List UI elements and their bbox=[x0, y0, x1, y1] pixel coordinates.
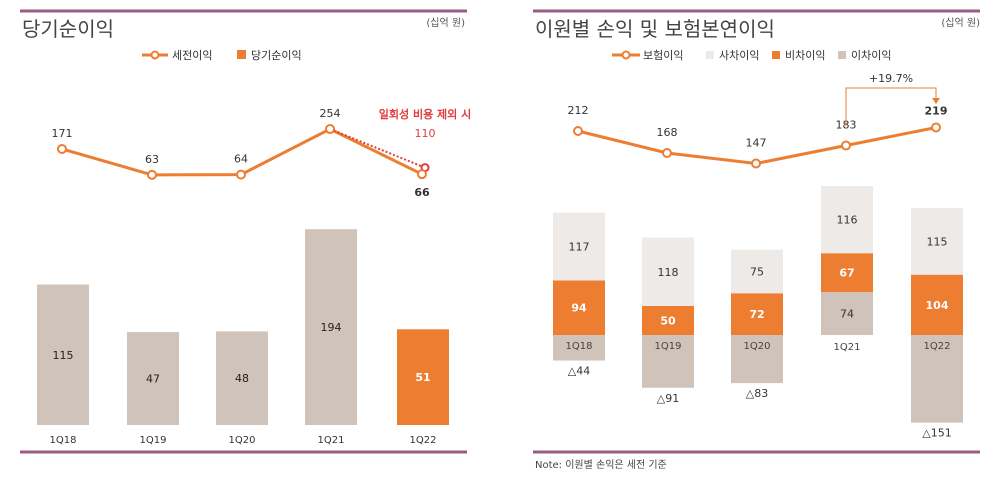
x-tick-label: 1Q21 bbox=[834, 342, 861, 353]
legend-square-icon bbox=[772, 51, 780, 59]
bar-mortality bbox=[553, 212, 605, 281]
bar bbox=[397, 329, 449, 425]
annotation-dotted-line bbox=[329, 128, 426, 169]
bar-label: 104 bbox=[926, 299, 949, 312]
legend-label: 비차이익 bbox=[785, 49, 825, 62]
x-tick-label: 1Q18 bbox=[50, 435, 77, 446]
chart-title: 이원별 손익 및 보험본연이익 bbox=[535, 17, 775, 41]
bar bbox=[216, 331, 268, 425]
bar-label: 72 bbox=[749, 308, 764, 321]
x-tick-label: 1Q21 bbox=[318, 435, 345, 446]
bar-interest bbox=[553, 335, 605, 361]
bar-label: 115 bbox=[53, 349, 74, 362]
bar-label: 117 bbox=[569, 241, 590, 254]
bar-label: △83 bbox=[746, 387, 768, 400]
line-point bbox=[931, 122, 941, 133]
legend-label: 이차이익 bbox=[851, 49, 891, 62]
bar-label: 51 bbox=[415, 371, 430, 384]
bar-mortality bbox=[731, 249, 783, 294]
bar-expense bbox=[731, 293, 783, 335]
unit-label: (십억 원) bbox=[941, 17, 980, 29]
bar-expense bbox=[642, 306, 694, 335]
bar-label: △91 bbox=[657, 392, 679, 405]
bar-label: 74 bbox=[840, 308, 854, 321]
x-tick-label: 1Q20 bbox=[744, 341, 771, 352]
annotation-value: 110 bbox=[415, 127, 436, 140]
line-label: 254 bbox=[320, 107, 341, 120]
bar-label: 194 bbox=[321, 321, 342, 334]
legend-square-icon bbox=[838, 51, 846, 59]
line-label: 171 bbox=[52, 127, 73, 140]
line-point bbox=[751, 158, 761, 169]
legend-label: 세전이익 bbox=[172, 49, 212, 62]
bar-label: 94 bbox=[571, 302, 587, 315]
bar-mortality bbox=[642, 237, 694, 306]
bar-label: 115 bbox=[927, 235, 948, 248]
line-point bbox=[662, 148, 672, 158]
line-label: 168 bbox=[657, 126, 678, 139]
line-point bbox=[841, 140, 851, 151]
line-point bbox=[573, 126, 583, 136]
bar-label: 48 bbox=[235, 372, 249, 385]
line-point bbox=[147, 169, 157, 180]
legend-label: 보험이익 bbox=[643, 49, 683, 62]
legend-square-icon bbox=[706, 51, 714, 59]
bar-interest bbox=[731, 335, 783, 384]
bar-expense bbox=[821, 253, 873, 293]
line-label: 66 bbox=[414, 186, 430, 199]
x-tick-label: 1Q22 bbox=[410, 435, 437, 446]
unit-label: (십억 원) bbox=[426, 17, 465, 29]
line-point bbox=[236, 169, 246, 180]
bar bbox=[305, 229, 357, 425]
chart-title: 당기순이익 bbox=[22, 17, 114, 41]
arrow-down-icon bbox=[932, 98, 940, 104]
legend-marker-icon bbox=[621, 50, 631, 60]
line-label: 212 bbox=[568, 104, 589, 117]
bar bbox=[127, 332, 179, 425]
line-point bbox=[57, 143, 67, 154]
bar-label: 116 bbox=[837, 214, 858, 227]
bar-mortality bbox=[821, 185, 873, 254]
x-tick-label: 1Q19 bbox=[140, 435, 167, 446]
line-point bbox=[417, 169, 427, 180]
bar-interest bbox=[821, 292, 873, 335]
bar-label: 118 bbox=[658, 266, 679, 279]
bar-expense bbox=[553, 280, 605, 335]
line-label: 219 bbox=[925, 105, 948, 118]
line-label: 147 bbox=[746, 137, 767, 150]
footnote: Note: 이원별 손익은 세전 기준 bbox=[535, 459, 667, 471]
bar-label: △151 bbox=[922, 427, 951, 440]
bar-interest bbox=[911, 335, 963, 423]
bar-label: 67 bbox=[839, 267, 854, 280]
x-tick-label: 1Q19 bbox=[655, 341, 682, 352]
line-point bbox=[325, 124, 335, 135]
x-tick-label: 1Q18 bbox=[566, 341, 593, 352]
bar-label: △44 bbox=[568, 365, 590, 378]
bar-label: 47 bbox=[146, 373, 160, 386]
line-label: 63 bbox=[145, 153, 159, 166]
line-label: 64 bbox=[234, 153, 248, 166]
bar-expense bbox=[911, 274, 963, 335]
bar-label: 75 bbox=[750, 265, 764, 278]
bar-interest bbox=[642, 335, 694, 388]
growth-bracket bbox=[845, 87, 937, 126]
bar-mortality bbox=[911, 207, 963, 275]
bar bbox=[37, 284, 89, 425]
growth-label: +19.7% bbox=[869, 72, 913, 85]
legend-square-icon bbox=[237, 50, 246, 59]
legend-marker-icon bbox=[150, 50, 160, 60]
x-tick-label: 1Q20 bbox=[229, 435, 256, 446]
x-tick-label: 1Q22 bbox=[924, 341, 951, 352]
legend-label: 사차이익 bbox=[719, 49, 759, 62]
annotation-label: 일회성 비용 제외 시 bbox=[379, 107, 471, 121]
legend-label: 당기순이익 bbox=[251, 49, 302, 62]
bar-label: 50 bbox=[660, 315, 676, 328]
